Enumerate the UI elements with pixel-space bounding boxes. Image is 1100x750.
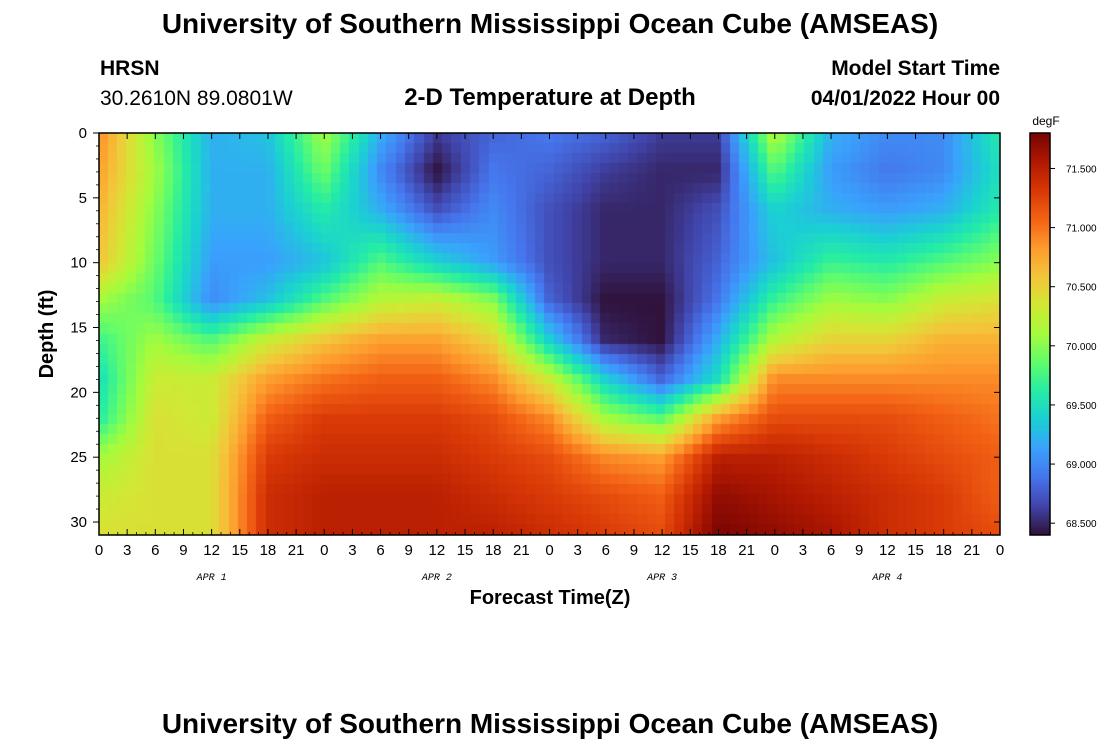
x-tick-label: 9 bbox=[405, 542, 413, 559]
y-axis-title: Depth (ft) bbox=[36, 290, 58, 379]
x-axis-title: Forecast Time(Z) bbox=[470, 587, 631, 609]
y-tick-label: 10 bbox=[70, 255, 87, 272]
x-tick-label: 12 bbox=[654, 542, 671, 559]
x-tick-label: 0 bbox=[95, 542, 103, 559]
colorbar-unit: degF bbox=[1032, 114, 1059, 128]
day-label: APR 3 bbox=[646, 573, 677, 584]
x-tick-label: 15 bbox=[457, 542, 474, 559]
plot-title: 2-D Temperature at Depth bbox=[404, 84, 696, 111]
colorbar-gradient bbox=[1030, 133, 1050, 535]
x-tick-label: 6 bbox=[827, 542, 835, 559]
footer-title: University of Southern Mississippi Ocean… bbox=[161, 708, 939, 739]
model-start-value: 04/01/2022 Hour 00 bbox=[810, 87, 1000, 110]
x-tick-label: 18 bbox=[710, 542, 727, 559]
x-tick-label: 6 bbox=[602, 542, 610, 559]
x-tick-label: 12 bbox=[879, 542, 896, 559]
y-tick-label: 20 bbox=[70, 384, 87, 401]
plot-frame bbox=[98, 132, 1001, 536]
x-tick-label: 18 bbox=[935, 542, 952, 559]
y-tick-label: 15 bbox=[70, 320, 87, 337]
x-tick-label: 6 bbox=[151, 542, 159, 559]
y-tick-label: 30 bbox=[70, 514, 87, 531]
colorbar-tick-label: 71.000 bbox=[1066, 224, 1097, 235]
x-tick-label: 0 bbox=[320, 542, 328, 559]
colorbar-frame bbox=[1029, 132, 1051, 536]
x-tick-label: 15 bbox=[231, 542, 248, 559]
y-tick-label: 5 bbox=[79, 190, 87, 207]
x-tick-label: 9 bbox=[855, 542, 863, 559]
x-tick-label: 0 bbox=[771, 542, 779, 559]
temperature-heatmap bbox=[99, 133, 1000, 535]
x-tick-label: 3 bbox=[348, 542, 356, 559]
colorbar-tick-label: 70.000 bbox=[1066, 342, 1097, 353]
x-tick-label: 3 bbox=[573, 542, 581, 559]
x-tick-label: 6 bbox=[376, 542, 384, 559]
day-label: APR 2 bbox=[421, 573, 452, 584]
station-name: HRSN bbox=[100, 57, 160, 80]
x-tick-label: 21 bbox=[964, 542, 981, 559]
y-tick-label: 0 bbox=[79, 125, 87, 142]
x-tick-label: 18 bbox=[485, 542, 502, 559]
day-label: APR 1 bbox=[196, 573, 227, 584]
x-tick-label: 9 bbox=[630, 542, 638, 559]
station-coordinates: 30.2610N 89.0801W bbox=[100, 87, 293, 110]
model-start-label: Model Start Time bbox=[831, 57, 1000, 80]
x-tick-label: 9 bbox=[179, 542, 187, 559]
x-tick-label: 21 bbox=[288, 542, 305, 559]
x-tick-label: 12 bbox=[203, 542, 220, 559]
colorbar-tick-label: 70.500 bbox=[1066, 283, 1097, 294]
x-tick-label: 21 bbox=[738, 542, 755, 559]
day-label: APR 4 bbox=[871, 573, 902, 584]
colorbar-tick-label: 68.500 bbox=[1066, 519, 1097, 530]
x-tick-label: 21 bbox=[513, 542, 530, 559]
x-tick-label: 15 bbox=[907, 542, 924, 559]
x-tick-label: 15 bbox=[682, 542, 699, 559]
colorbar-tick-label: 71.500 bbox=[1066, 164, 1097, 175]
x-tick-label: 0 bbox=[996, 542, 1004, 559]
x-tick-label: 3 bbox=[123, 542, 131, 559]
x-tick-label: 3 bbox=[799, 542, 807, 559]
colorbar-tick-label: 69.500 bbox=[1066, 401, 1097, 412]
x-tick-label: 0 bbox=[545, 542, 553, 559]
x-tick-label: 18 bbox=[260, 542, 277, 559]
colorbar-tick-label: 69.000 bbox=[1066, 460, 1097, 471]
x-tick-label: 12 bbox=[429, 542, 446, 559]
chart-title: University of Southern Mississippi Ocean… bbox=[161, 8, 939, 39]
y-tick-label: 25 bbox=[70, 449, 87, 466]
